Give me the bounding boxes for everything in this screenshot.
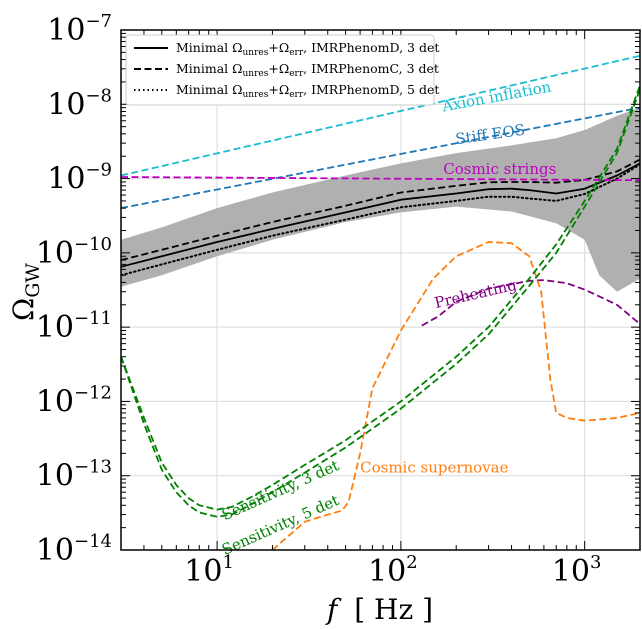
annotation-strings: Cosmic strings: [443, 160, 556, 178]
annotation-axion: Axion inflation: [440, 78, 553, 116]
x-axis-title: f [ Hz ]: [325, 593, 433, 626]
plot-frame: [120, 29, 641, 551]
series-stiff: [121, 106, 640, 209]
x-axis-variable: f: [325, 593, 342, 626]
series-mD5: [121, 163, 640, 277]
tick-labels-layer: 101 102 103 10−14 10−13 10−12 10−11 10−10 10−9 10…: [36, 11, 602, 589]
x-tick-label-1: 102: [368, 552, 418, 589]
series-preheat: [421, 279, 640, 327]
legend-frame: [125, 34, 435, 106]
x-tick-label-0: 101: [184, 552, 234, 589]
y-tick-label-4: 10−10: [36, 234, 112, 271]
y-tick-label-2: 10−12: [36, 382, 112, 419]
y-axis-base: Ω: [7, 298, 40, 321]
y-tick-label-6: 10−8: [47, 85, 112, 122]
series-mC3: [121, 158, 640, 261]
y-tick-label-5: 10−9: [47, 160, 112, 197]
series-mD3: [121, 162, 640, 268]
x-tick-label-2: 103: [552, 552, 602, 589]
ticks-layer: [120, 29, 641, 551]
uncertainty-band-layer: [121, 107, 640, 292]
series-layer: [121, 54, 640, 550]
series-axion: [121, 54, 640, 177]
y-tick-label-1: 10−13: [36, 457, 112, 494]
annotation-preheat: Preheating: [433, 276, 519, 312]
x-axis-unit: [ Hz ]: [354, 593, 433, 626]
legend-label-1: Minimal Ωunres+Ωerr, IMRPhenomC, 3 det: [176, 61, 439, 79]
y-tick-label-7: 10−7: [47, 11, 112, 48]
y-tick-label-0: 10−14: [36, 531, 112, 568]
series-supernovae: [271, 241, 640, 550]
y-axis-title: ΩGW: [7, 263, 44, 321]
series-strings: [121, 176, 640, 182]
uncertainty-band: [121, 107, 640, 292]
y-tick-label-3: 10−11: [36, 308, 112, 345]
series-sens5: [121, 88, 640, 518]
legend-label-2: Minimal Ωunres+Ωerr, IMRPhenomD, 5 det: [176, 82, 439, 100]
series-sens3: [121, 84, 640, 511]
annotation-supernovae: Cosmic supernovae: [360, 459, 509, 477]
annotation-stiff: Stiff EOS: [454, 121, 526, 149]
y-axis-sub: GW: [22, 263, 44, 298]
legend-label-0: Minimal Ωunres+Ωerr, IMRPhenomD, 3 det: [176, 40, 439, 58]
legend: Minimal Ωunres+Ωerr, IMRPhenomD, 3 det Mi…: [125, 34, 439, 106]
